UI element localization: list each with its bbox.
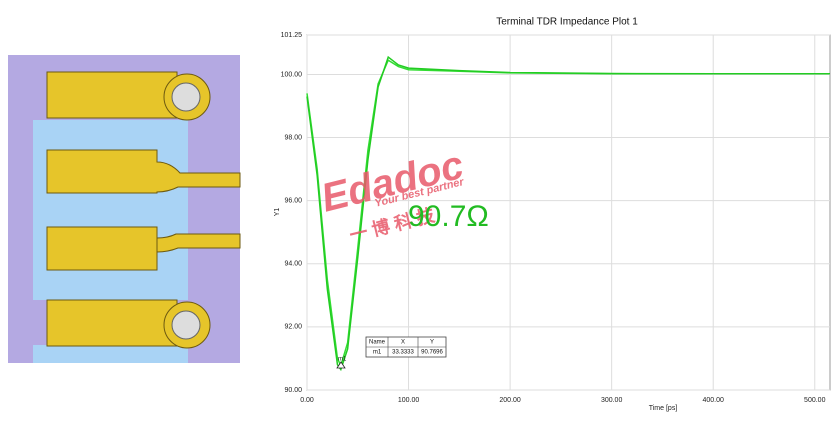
trace-pad — [46, 226, 241, 271]
x-tick-label: 0.00 — [300, 397, 314, 404]
ground-plane — [33, 120, 188, 300]
chart-title: Terminal TDR Impedance Plot 1 — [496, 17, 638, 28]
table-cell: 90.7696 — [421, 350, 443, 356]
grid: 90.00 92.00 94.00 96.00 98.00 100.00 101.25 0.0… — [281, 32, 830, 404]
y-tick-label: 100.00 — [281, 71, 303, 78]
marker-table: Name X Y m1 33.3333 90.7696 — [365, 336, 447, 358]
y-tick-label: 92.00 — [284, 324, 302, 331]
annotation: 90.7Ω — [408, 200, 489, 233]
y-tick-label: 90.00 — [284, 387, 302, 394]
table-cell: 33.3333 — [392, 350, 414, 356]
x-tick-label: 400.00 — [703, 397, 725, 404]
table-header: X — [401, 340, 405, 346]
trace-pad — [46, 149, 241, 194]
via-hole — [171, 310, 201, 340]
pad — [46, 71, 178, 119]
y-tick-label: 94.00 — [284, 261, 302, 268]
via-hole — [171, 82, 201, 112]
y-axis-label: Y1 — [274, 208, 281, 217]
y-tick-label: 98.00 — [284, 134, 302, 141]
x-tick-label: 100.00 — [398, 397, 420, 404]
x-tick-label: 500.00 — [804, 397, 826, 404]
table-header: Y — [430, 340, 434, 346]
data-line — [306, 59, 830, 368]
x-tick-label: 300.00 — [601, 397, 623, 404]
x-axis-label: Time [ps] — [649, 405, 678, 412]
marker-label: m1 — [338, 357, 347, 363]
pad — [46, 299, 178, 347]
y-tick-label: 101.25 — [281, 32, 303, 39]
data-line — [306, 55, 830, 372]
marker-symbol — [336, 361, 346, 369]
table-cell: m1 — [373, 350, 382, 356]
pcb-layout — [8, 55, 241, 363]
ground-plane — [33, 345, 188, 363]
watermark: Edadoc Your best partner 一 博 科 技 — [317, 143, 468, 246]
x-tick-label: 200.00 — [499, 397, 521, 404]
y-tick-label: 96.00 — [284, 198, 302, 205]
table-header: Name — [369, 340, 386, 346]
lines — [306, 55, 830, 372]
marker: m1 — [336, 357, 347, 369]
